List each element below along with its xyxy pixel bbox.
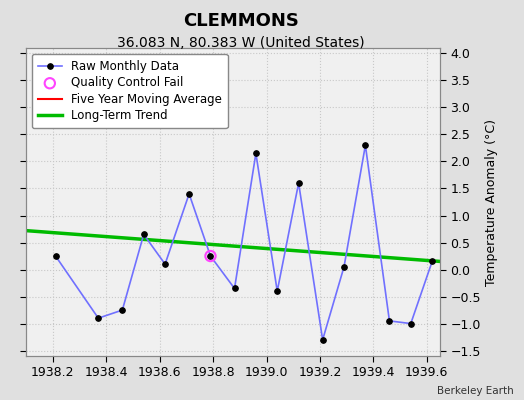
Quality Control Fail: [206, 253, 215, 259]
Text: 36.083 N, 80.383 W (United States): 36.083 N, 80.383 W (United States): [117, 36, 365, 50]
Raw Monthly Data: [274, 289, 280, 294]
Y-axis label: Temperature Anomaly (°C): Temperature Anomaly (°C): [485, 118, 498, 286]
Raw Monthly Data: [320, 337, 326, 342]
Raw Monthly Data: [341, 264, 347, 269]
Legend: Raw Monthly Data, Quality Control Fail, Five Year Moving Average, Long-Term Tren: Raw Monthly Data, Quality Control Fail, …: [32, 54, 228, 128]
Line: Raw Monthly Data: Raw Monthly Data: [53, 142, 435, 342]
Text: CLEMMONS: CLEMMONS: [183, 12, 299, 30]
Raw Monthly Data: [429, 259, 435, 264]
Raw Monthly Data: [186, 192, 192, 196]
Raw Monthly Data: [253, 151, 259, 156]
Text: Berkeley Earth: Berkeley Earth: [437, 386, 514, 396]
Raw Monthly Data: [296, 181, 302, 186]
Raw Monthly Data: [362, 143, 368, 148]
Raw Monthly Data: [208, 254, 214, 258]
Raw Monthly Data: [95, 316, 102, 320]
Raw Monthly Data: [52, 254, 59, 258]
Raw Monthly Data: [119, 308, 125, 312]
Raw Monthly Data: [408, 321, 414, 326]
Raw Monthly Data: [162, 262, 168, 266]
Raw Monthly Data: [232, 286, 238, 291]
Raw Monthly Data: [386, 318, 392, 323]
Raw Monthly Data: [140, 232, 147, 237]
